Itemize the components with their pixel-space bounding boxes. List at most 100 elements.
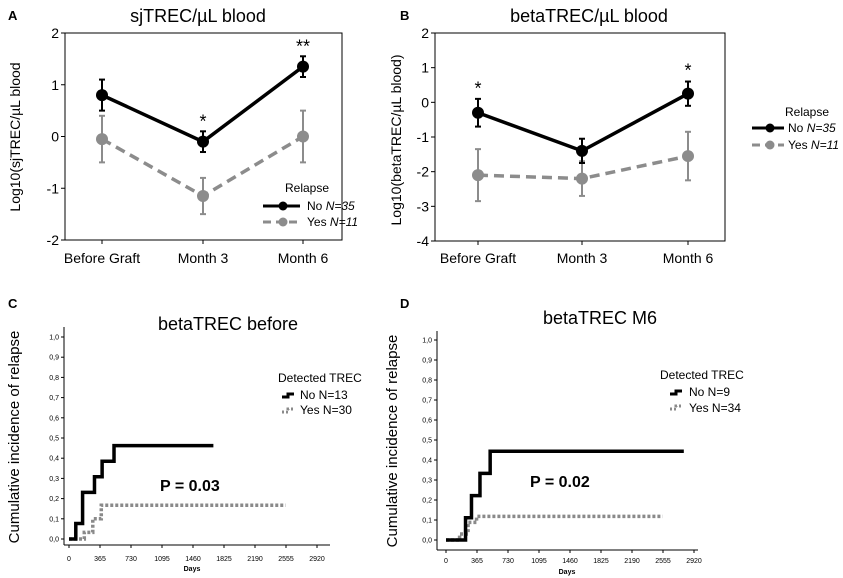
data-point — [682, 150, 694, 163]
panel-b-series: ** — [472, 60, 694, 203]
data-point — [96, 133, 108, 146]
y-tick-label: 0,8 — [422, 378, 432, 385]
data-point — [197, 190, 209, 203]
panel-c-series — [69, 443, 286, 541]
x-tick-label: 1095 — [531, 558, 547, 565]
data-point — [472, 169, 484, 182]
y-tick-label: -2 — [417, 164, 430, 180]
x-tick-label: 2920 — [686, 558, 702, 565]
panel-d-legend-no: No N=9 — [689, 385, 730, 399]
x-tick-label: 730 — [125, 556, 137, 563]
panel-d: D betaTREC M6 Cumulative incidence of re… — [384, 296, 744, 576]
panel-c-axis-ticks: 0,0 0,1 0,2 0,3 0,4 0,5 0,6 0,7 0,8 0,9 1,0 0 365 730… — [49, 335, 325, 564]
legend-step-yes — [282, 407, 294, 414]
panel-b-ylabel: Log10(betaTREC/µL blood) — [388, 55, 404, 226]
panel-d-legend-title: Detected TREC — [660, 368, 744, 382]
legend-step-yes — [670, 404, 682, 411]
panel-a-legend-no-label: No — [307, 199, 323, 213]
legend-step-no — [670, 389, 682, 396]
panel-b-title: betaTREC/µL blood — [510, 6, 668, 26]
x-tick-label: 1825 — [216, 556, 232, 563]
panel-c-letter: C — [8, 296, 18, 311]
legend-marker-yes — [278, 217, 288, 227]
panel-d-title: betaTREC M6 — [543, 308, 657, 328]
x-tick-label: 730 — [502, 558, 514, 565]
panel-c-legend-yes: Yes N=30 — [300, 403, 352, 417]
y-tick-label: -4 — [417, 233, 430, 249]
x-tick-label: 2555 — [278, 556, 294, 563]
panel-a-legend-no: No N=35 — [307, 199, 355, 213]
y-tick-label: 0,0 — [49, 537, 59, 544]
y-tick-label: 0,5 — [49, 436, 59, 443]
panel-a-legend-no-n: N=35 — [326, 199, 355, 213]
panel-b-legend-no-label: No — [788, 121, 804, 135]
x-tick-label: 2555 — [655, 558, 671, 565]
significance-marker: ** — [296, 37, 310, 57]
panel-d-p-value: P = 0.02 — [530, 474, 590, 491]
y-tick-label: 2 — [421, 25, 429, 41]
x-tick-label: 365 — [94, 556, 106, 563]
x-tick-label: 1460 — [562, 558, 578, 565]
y-tick-label: 0,3 — [49, 476, 59, 483]
y-tick-label: 0,4 — [422, 458, 432, 465]
panel-d-legend: Detected TREC No N=9 Yes N=34 — [660, 368, 744, 415]
panel-b-axis-ticks: -4 -3 -2 -1 0 1 2 Before Graft Month 3 Month 6 — [417, 25, 714, 266]
x-tick-label: 1095 — [154, 556, 170, 563]
x-tick-label: 0 — [444, 558, 448, 565]
y-tick-label: 0,7 — [422, 398, 432, 405]
data-point — [576, 172, 588, 185]
x-tick-label: 2190 — [247, 556, 263, 563]
legend-step-no — [282, 392, 294, 399]
panel-c-ylabel: Cumulative incidence of relapse — [6, 331, 23, 544]
x-tick-label: 2920 — [309, 556, 325, 563]
x-tick-label: 0 — [67, 556, 71, 563]
km-step-yes — [446, 514, 663, 542]
significance-marker: * — [474, 79, 481, 99]
y-tick-label: 0,0 — [422, 538, 432, 545]
y-tick-label: 0 — [51, 129, 59, 145]
panel-b-legend-title: Relapse — [785, 105, 829, 119]
data-point — [576, 144, 588, 157]
x-tick-label: Month 3 — [557, 250, 608, 266]
panel-c-p-value: P = 0.03 — [160, 478, 220, 495]
panel-b-legend-yes: Yes N=11 — [788, 138, 839, 152]
panel-b-letter: B — [400, 8, 409, 23]
y-tick-label: 0,6 — [49, 415, 59, 422]
panel-a-letter: A — [8, 8, 18, 23]
y-tick-label: 0,2 — [49, 496, 59, 503]
y-tick-label: 0,9 — [49, 355, 59, 362]
y-tick-label: 1 — [51, 77, 59, 93]
y-tick-label: 0 — [421, 94, 429, 110]
panel-a-axis-ticks: -2 -1 0 1 2 Before Graft Month 3 Month 6 — [47, 25, 329, 266]
y-tick-label: 0,3 — [422, 478, 432, 485]
significance-marker: * — [199, 112, 206, 132]
y-tick-label: 0,7 — [49, 395, 59, 402]
panel-d-letter: D — [400, 296, 409, 311]
panel-a-legend-yes-label: Yes — [307, 215, 327, 229]
panel-c-legend-no: No N=13 — [300, 388, 348, 402]
panel-b-legend-no: No N=35 — [788, 121, 836, 135]
panel-b-legend-yes-n: N=11 — [811, 138, 839, 152]
y-tick-label: 0,9 — [422, 358, 432, 365]
y-tick-label: 0,4 — [49, 456, 59, 463]
x-tick-label: Month 6 — [278, 250, 329, 266]
data-point — [682, 87, 694, 100]
x-tick-label: Before Graft — [64, 250, 140, 266]
x-tick-label: 1825 — [593, 558, 609, 565]
panel-a-ylabel: Log10(sjTREC/µL blood — [7, 62, 23, 211]
panel-a-legend-title: Relapse — [285, 181, 329, 195]
x-tick-label: 1460 — [185, 556, 201, 563]
y-tick-label: 1,0 — [49, 335, 59, 342]
y-tick-label: -2 — [47, 232, 60, 248]
panel-a-legend: Relapse No N=35 Yes N=11 — [263, 181, 358, 229]
data-point — [96, 89, 108, 102]
legend-marker-no — [765, 123, 775, 133]
panel-d-series — [446, 449, 684, 542]
panel-d-legend-yes: Yes N=34 — [689, 401, 741, 415]
y-tick-label: 0,1 — [49, 516, 59, 523]
panel-d-axis-ticks: 0,0 0,1 0,2 0,3 0,4 0,5 0,6 0,7 0,8 0,9 1,0 0 365 730… — [422, 338, 702, 566]
data-point — [297, 60, 309, 73]
x-tick-label: 365 — [471, 558, 483, 565]
y-tick-label: 1 — [421, 60, 429, 76]
